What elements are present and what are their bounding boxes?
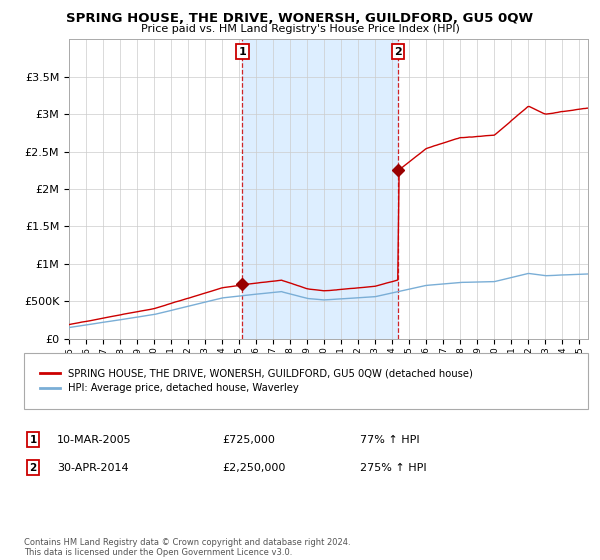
Bar: [242, 39, 398, 339]
FancyBboxPatch shape: [24, 353, 588, 409]
Text: 77% ↑ HPI: 77% ↑ HPI: [360, 435, 419, 445]
Legend: SPRING HOUSE, THE DRIVE, WONERSH, GUILDFORD, GU5 0QW (detached house), HPI: Aver: SPRING HOUSE, THE DRIVE, WONERSH, GUILDF…: [35, 363, 478, 398]
Text: £725,000: £725,000: [222, 435, 275, 445]
Text: Contains HM Land Registry data © Crown copyright and database right 2024.
This d: Contains HM Land Registry data © Crown c…: [24, 538, 350, 557]
Text: 2: 2: [394, 46, 402, 57]
Text: 30-APR-2014: 30-APR-2014: [57, 463, 128, 473]
Text: 2: 2: [29, 463, 37, 473]
Text: Price paid vs. HM Land Registry's House Price Index (HPI): Price paid vs. HM Land Registry's House …: [140, 24, 460, 34]
Text: SPRING HOUSE, THE DRIVE, WONERSH, GUILDFORD, GU5 0QW: SPRING HOUSE, THE DRIVE, WONERSH, GUILDF…: [67, 12, 533, 25]
Text: 1: 1: [29, 435, 37, 445]
Text: £2,250,000: £2,250,000: [222, 463, 286, 473]
Text: 10-MAR-2005: 10-MAR-2005: [57, 435, 131, 445]
Text: 1: 1: [239, 46, 246, 57]
Text: 275% ↑ HPI: 275% ↑ HPI: [360, 463, 427, 473]
